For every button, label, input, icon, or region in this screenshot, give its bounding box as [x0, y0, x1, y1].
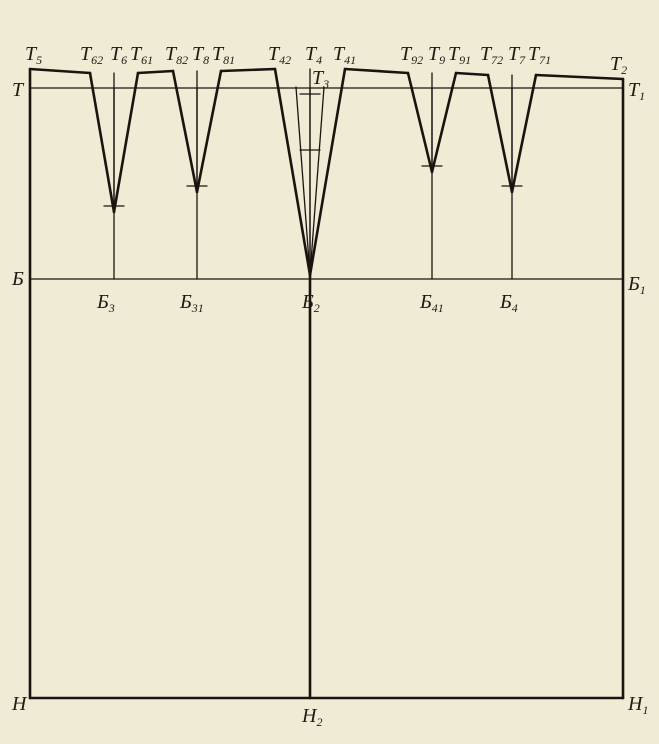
- label-T1: Т1: [628, 79, 645, 103]
- label-T7: Т7: [508, 43, 526, 67]
- label-T91: Т91: [448, 43, 471, 67]
- label-H: Н: [11, 693, 28, 715]
- label-B41: Б41: [419, 291, 444, 315]
- label-H1: Н1: [627, 693, 648, 717]
- label-T2: Т2: [610, 53, 627, 77]
- label-T71: Т71: [528, 43, 551, 67]
- label-T72: Т72: [480, 43, 503, 67]
- label-T4: Т4: [305, 43, 322, 67]
- label-B2: Б2: [301, 291, 320, 315]
- label-T62: Т62: [80, 43, 103, 67]
- label-B: Б: [11, 268, 24, 290]
- label-H2: Н2: [301, 705, 322, 729]
- label-T9: Т9: [428, 43, 445, 67]
- label-T92: Т92: [400, 43, 423, 67]
- label-T81: Т81: [212, 43, 235, 67]
- label-T5: Т5: [25, 43, 42, 67]
- label-T: Т: [12, 79, 25, 101]
- label-T3: Т3: [312, 67, 329, 91]
- label-B3: Б3: [96, 291, 115, 315]
- label-B31: Б31: [179, 291, 204, 315]
- label-B4: Б4: [499, 291, 518, 315]
- label-T42: Т42: [268, 43, 291, 67]
- label-T6: Т6: [110, 43, 127, 67]
- label-B1: Б1: [627, 273, 646, 297]
- label-T82: Т82: [165, 43, 188, 67]
- label-T8: Т8: [192, 43, 209, 67]
- label-T41: Т41: [333, 43, 356, 67]
- label-T61: Т61: [130, 43, 153, 67]
- pattern-diagram: Т5Т62Т6Т61Т82Т8Т81Т42Т4Т41Т92Т9Т91Т72Т7Т…: [0, 0, 659, 744]
